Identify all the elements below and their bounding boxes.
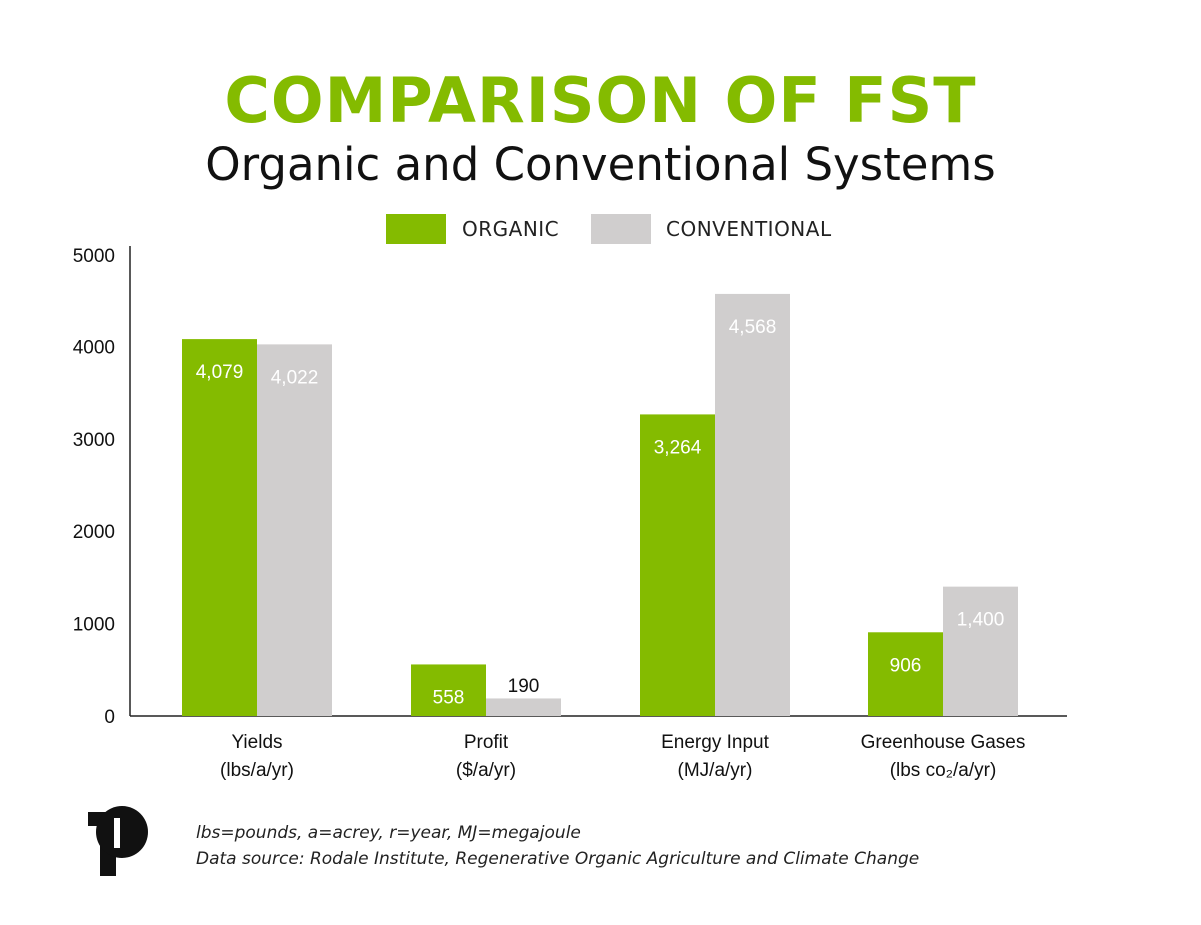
x-category-unit-label: (lbs co₂/a/yr) <box>890 760 997 781</box>
footnote-source: Data source: Rodale Institute, Regenerat… <box>196 849 920 869</box>
y-tick-label: 3000 <box>73 430 115 451</box>
chart-subtitle: Organic and Conventional Systems <box>205 138 996 191</box>
bar-value-label: 4,568 <box>729 317 777 338</box>
bar-conventional <box>257 344 332 716</box>
bar-organic <box>411 664 486 716</box>
y-tick-label: 2000 <box>73 522 115 543</box>
legend-swatch-conventional <box>591 214 651 244</box>
x-category-label: Greenhouse Gases <box>861 732 1026 753</box>
x-category-unit-label: (lbs/a/yr) <box>220 760 294 781</box>
bar-value-label: 4,079 <box>196 362 244 383</box>
x-category-label: Energy Input <box>661 732 769 753</box>
bar-value-label: 3,264 <box>654 437 702 458</box>
y-tick-label: 0 <box>104 707 115 728</box>
bar-organic <box>868 632 943 716</box>
bar-value-label: 4,022 <box>271 367 319 388</box>
legend-swatch-organic <box>386 214 446 244</box>
x-category-unit-label: (MJ/a/yr) <box>678 760 753 781</box>
chart-title: COMPARISON OF FST <box>224 64 977 137</box>
bar-conventional <box>715 293 790 716</box>
y-tick-label: 5000 <box>73 246 115 267</box>
bar-organic <box>640 414 715 716</box>
x-category-unit-label: ($/a/yr) <box>456 760 516 781</box>
x-category-label: Profit <box>464 732 509 753</box>
y-tick-label: 4000 <box>73 337 115 358</box>
legend-label-conventional: CONVENTIONAL <box>666 217 832 241</box>
bar-organic <box>182 339 257 716</box>
bar-value-label: 1,400 <box>957 610 1005 631</box>
bar-conventional <box>943 586 1018 716</box>
footnote-abbreviations: lbs=pounds, a=acrey, r=year, MJ=megajoul… <box>196 823 581 843</box>
bar-value-label: 190 <box>508 676 540 697</box>
x-category-label: Yields <box>231 732 282 753</box>
bar-conventional <box>486 698 561 716</box>
rodale-logo-icon <box>86 806 152 876</box>
bar-value-label: 558 <box>433 687 465 708</box>
bar-value-label: 906 <box>890 655 922 676</box>
y-tick-label: 1000 <box>73 615 115 636</box>
legend-label-organic: ORGANIC <box>462 217 560 241</box>
